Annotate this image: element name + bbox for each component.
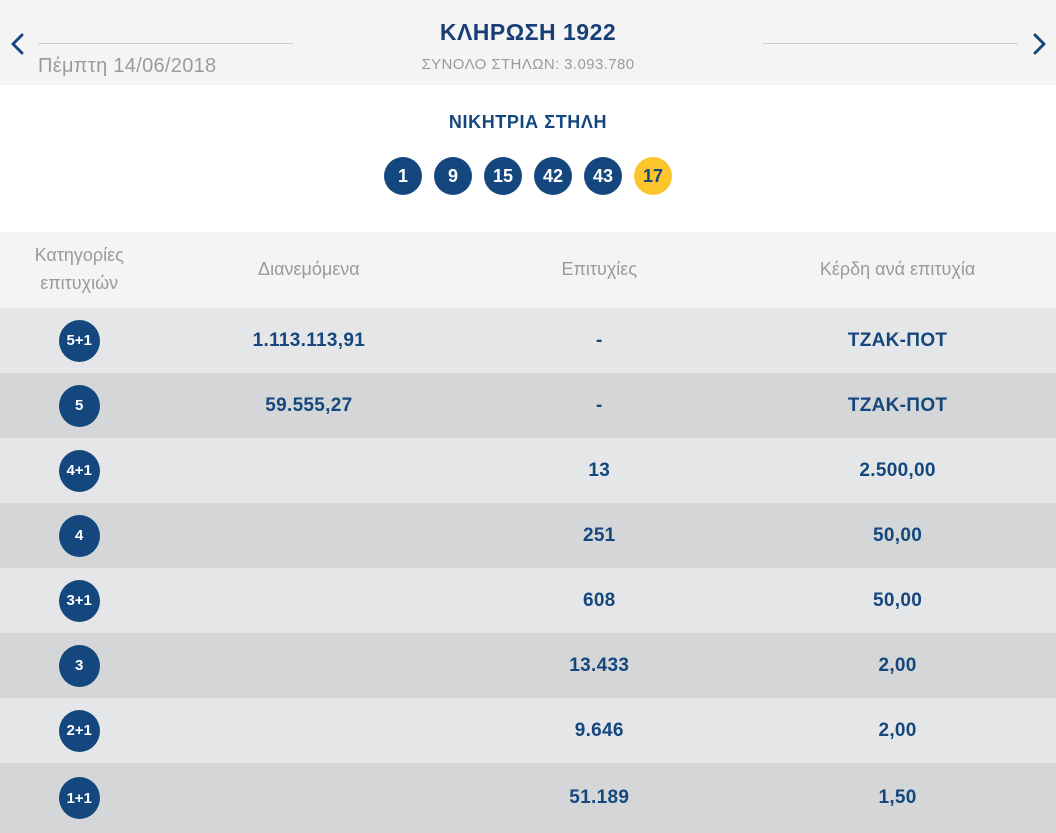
previous-draw-button[interactable] <box>0 0 34 85</box>
winning-column-section: ΝΙΚΗΤΡΙΑ ΣΤΗΛΗ 1 9 15 42 43 17 <box>0 85 1056 232</box>
wins-cell: 9.646 <box>574 719 624 741</box>
category-badge: 5 <box>58 384 100 427</box>
table-row: 2+1 9.646 2,00 <box>0 698 1056 763</box>
category-badge: 3 <box>58 644 100 687</box>
table-row: 4+1 13 2.500,00 <box>0 438 1056 503</box>
category-badge: 1+1 <box>58 777 100 819</box>
per-win-cell: ΤΖΑΚ-ΠΟΤ <box>847 394 948 416</box>
winning-number-ball: 43 <box>584 157 622 195</box>
category-badge: 4 <box>58 514 100 557</box>
draw-navigation-bar: Πέμπτη 14/06/2018 ΚΛΗΡΩΣΗ 1922 ΣΥΝΟΛΟ ΣΤ… <box>0 0 1056 85</box>
per-win-cell: ΤΖΑΚ-ΠΟΤ <box>847 329 948 351</box>
header-divider-right <box>763 43 1018 44</box>
draw-header: ΚΛΗΡΩΣΗ 1922 ΣΥΝΟΛΟ ΣΤΗΛΩΝ: 3.093.780 <box>403 0 653 85</box>
prize-table-body: 5+1 1.113.113,91 - ΤΖΑΚ-ΠΟΤ 5 59.555,27 … <box>0 308 1056 833</box>
wins-cell: 13.433 <box>569 654 630 676</box>
table-row: 3 13.433 2,00 <box>0 633 1056 698</box>
wins-cell: - <box>595 394 603 416</box>
table-row: 5 59.555,27 - ΤΖΑΚ-ΠΟΤ <box>0 373 1056 438</box>
per-win-cell: 2,00 <box>878 719 917 741</box>
category-badge: 5+1 <box>58 319 100 362</box>
table-row: 4 251 50,00 <box>0 503 1056 568</box>
distributed-cell: 1.113.113,91 <box>252 329 366 351</box>
column-header-per-win: Κέρδη ανά επιτυχία <box>819 259 976 280</box>
winning-number-ball: 1 <box>384 157 422 195</box>
wins-cell: 608 <box>582 589 616 611</box>
distributed-cell: 59.555,27 <box>265 394 353 416</box>
per-win-cell: 50,00 <box>873 524 923 546</box>
header-left-area: Πέμπτη 14/06/2018 <box>34 0 403 85</box>
chevron-left-icon <box>11 33 23 55</box>
prize-table: Κατηγορίες επιτυχιών Διανεμόμενα Επιτυχί… <box>0 232 1056 833</box>
draw-title: ΚΛΗΡΩΣΗ 1922 <box>439 19 617 45</box>
next-draw-button[interactable] <box>1022 0 1056 85</box>
table-row: 3+1 608 50,00 <box>0 568 1056 633</box>
table-row: 5+1 1.113.113,91 - ΤΖΑΚ-ΠΟΤ <box>0 308 1056 373</box>
joker-number-ball: 17 <box>634 157 672 195</box>
wins-cell: - <box>595 329 603 351</box>
column-header-wins: Επιτυχίες <box>561 259 638 280</box>
wins-cell: 13 <box>588 459 611 481</box>
category-badge: 2+1 <box>58 709 100 752</box>
winning-number-ball: 9 <box>434 157 472 195</box>
header-divider-left <box>38 43 293 44</box>
category-badge: 3+1 <box>58 579 100 622</box>
winning-numbers: 1 9 15 42 43 17 <box>384 157 672 195</box>
per-win-cell: 2.500,00 <box>859 459 936 481</box>
per-win-cell: 1,50 <box>878 787 917 808</box>
category-badge: 4+1 <box>58 449 100 492</box>
column-header-distributed: Διανεμόμενα <box>258 259 360 280</box>
draw-date: Πέμπτη 14/06/2018 <box>38 55 217 77</box>
winning-number-ball: 15 <box>484 157 522 195</box>
winning-number-ball: 42 <box>534 157 572 195</box>
column-header-categories: Κατηγορίες επιτυχιών <box>34 245 124 293</box>
chevron-right-icon <box>1033 33 1045 55</box>
wins-cell: 51.189 <box>569 787 630 808</box>
per-win-cell: 2,00 <box>878 654 917 676</box>
total-columns-label: ΣΥΝΟΛΟ ΣΤΗΛΩΝ: 3.093.780 <box>421 56 635 73</box>
per-win-cell: 50,00 <box>873 589 923 611</box>
header-right-area <box>653 0 1022 85</box>
table-row: 1+1 51.189 1,50 <box>0 763 1056 833</box>
prize-table-header: Κατηγορίες επιτυχιών Διανεμόμενα Επιτυχί… <box>0 232 1056 308</box>
winning-column-title: ΝΙΚΗΤΡΙΑ ΣΤΗΛΗ <box>448 112 608 132</box>
wins-cell: 251 <box>582 524 616 546</box>
